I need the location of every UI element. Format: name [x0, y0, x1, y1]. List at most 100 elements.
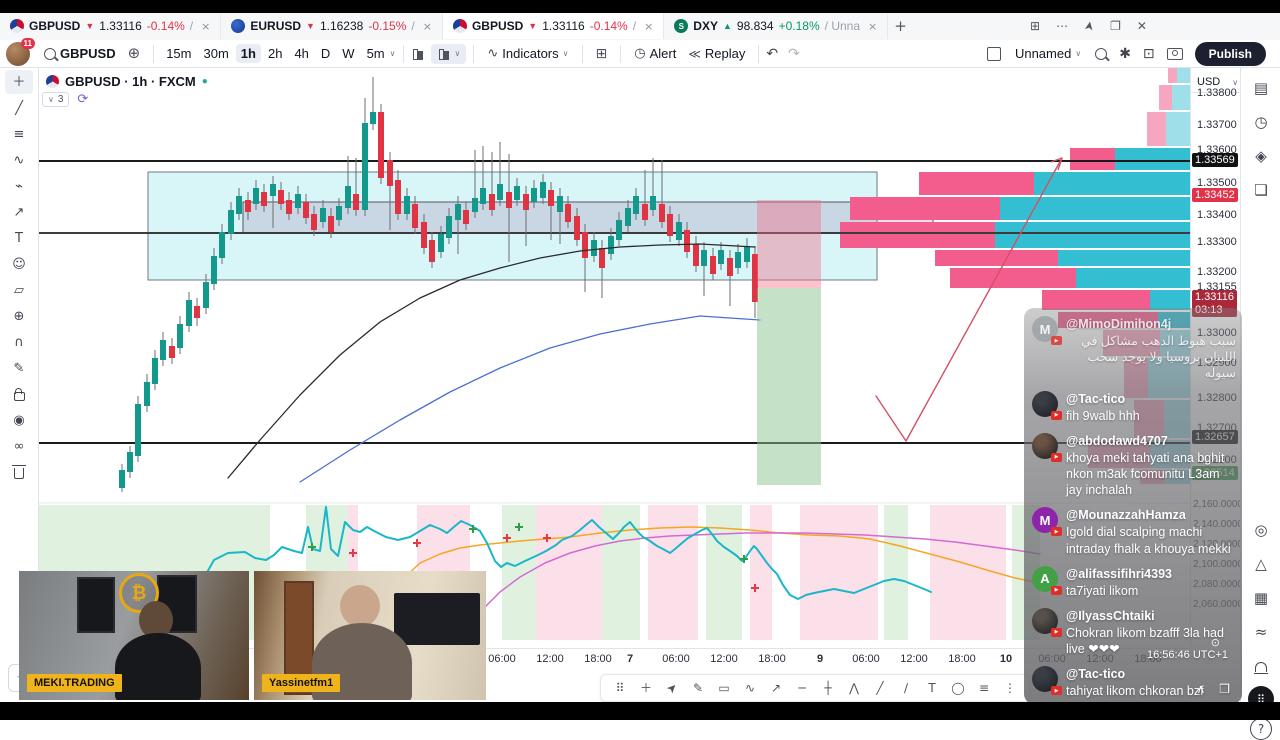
crosshair-tool[interactable]: ＋: [5, 70, 33, 94]
chat-message-body: @MounazzahHamza Igold dial scalping machi…: [1066, 507, 1236, 556]
ideas-icon[interactable]: ◎: [1247, 516, 1275, 544]
timeframe-1h[interactable]: 1h: [235, 44, 261, 63]
webcam-label: MEKI.TRADING: [27, 674, 122, 692]
cursor-icon[interactable]: ➤: [1081, 19, 1097, 33]
sync-drawings-tool[interactable]: ∞: [5, 434, 33, 458]
indicators-button[interactable]: ∿ Indicators ∨: [487, 46, 569, 61]
cursor-tool[interactable]: ➤: [661, 677, 683, 699]
help-icon[interactable]: ?: [1250, 718, 1272, 740]
tab-close-icon[interactable]: ×: [868, 19, 878, 33]
user-avatar[interactable]: 11: [6, 37, 35, 66]
zoom-in-tool[interactable]: ⊕: [5, 304, 33, 328]
more-icon[interactable]: ⋯: [1056, 19, 1069, 33]
arrow-tool[interactable]: ↗: [765, 677, 787, 699]
live-streams-icon[interactable]: ≈: [1247, 618, 1275, 646]
remove-drawings-tool[interactable]: [5, 460, 33, 484]
chart-style-icon[interactable]: [411, 47, 425, 61]
close-icon[interactable]: ✕: [1136, 19, 1147, 33]
polyline-tool[interactable]: ∿: [739, 677, 761, 699]
symbol-tab-gbpusd-2[interactable]: GBPUSD ▼ 1.33116 -0.14% / ×: [442, 13, 665, 39]
fib-extension-tool[interactable]: ⋮: [999, 677, 1021, 699]
fullscreen-icon[interactable]: ⊡: [1142, 45, 1155, 62]
xabcd-pattern-tool[interactable]: ⋀: [843, 677, 865, 699]
text-tool[interactable]: T: [5, 226, 33, 250]
timeframe-2h[interactable]: 2h: [267, 46, 283, 61]
text-tool[interactable]: T: [921, 677, 943, 699]
horizontal-line-tool[interactable]: ─: [791, 677, 813, 699]
magnet-tool[interactable]: ∩: [5, 330, 33, 354]
add-tab-button[interactable]: +: [894, 17, 907, 35]
timeframe-15m[interactable]: 15m: [166, 46, 192, 61]
drawing-mode-tool[interactable]: ✎: [5, 356, 33, 380]
save-layout-icon[interactable]: [986, 46, 1001, 61]
watchlist-icon[interactable]: ▤: [1247, 74, 1275, 102]
compare-add-button[interactable]: ⊕: [127, 44, 141, 62]
chart-canvas[interactable]: [38, 68, 1190, 648]
symbol-search[interactable]: GBPUSD: [38, 43, 122, 64]
notifications-icon[interactable]: [1247, 652, 1275, 680]
alert-button[interactable]: ◷ Alert: [634, 46, 677, 61]
chat-jump-icon[interactable]: ⊙: [1210, 636, 1220, 649]
drag-handle[interactable]: ⠿: [609, 677, 631, 699]
object-tree-icon[interactable]: ◈: [1247, 142, 1275, 170]
symbol-tab-gbpusd-0[interactable]: GBPUSD ▼ 1.33116 -0.14% / ×: [0, 13, 222, 39]
popout-icon[interactable]: ❐: [1110, 19, 1121, 33]
replay-button[interactable]: ≪ Replay: [688, 46, 746, 61]
tab-symbol: GBPUSD: [29, 19, 81, 33]
layout-grid-button[interactable]: ⊞: [595, 45, 608, 62]
chart-legend[interactable]: GBPUSD · 1h · FXCM ●: [46, 74, 208, 89]
refresh-icon[interactable]: ⟳: [77, 92, 89, 107]
search-icon: [44, 47, 56, 60]
measure-tool[interactable]: ▱: [5, 278, 33, 302]
layout-name-button[interactable]: Unnamed ∨: [1014, 46, 1082, 61]
cross-line-tool[interactable]: ┼: [817, 677, 839, 699]
timezone-clock[interactable]: 16:56:46 UTC+1: [1146, 649, 1228, 661]
chat-window-icon[interactable]: ❒: [1219, 682, 1230, 696]
chart-style-alt-button[interactable]: ∨: [430, 43, 467, 64]
rectangle-tool[interactable]: ▭: [713, 677, 735, 699]
alerts-icon[interactable]: ◷: [1247, 108, 1275, 136]
crosshair-tool-glyph: ＋: [12, 74, 26, 90]
ellipse-tool-glyph: ◯: [951, 681, 965, 695]
prediction-tool[interactable]: ⌁: [5, 174, 33, 198]
parallel-channel-tool[interactable]: ≡: [973, 677, 995, 699]
trend-line-tool[interactable]: ╱: [869, 677, 891, 699]
emoji-tool[interactable]: ☺: [5, 252, 33, 276]
timeframe-W[interactable]: W: [342, 46, 355, 61]
timeframe-5m[interactable]: 5m: [366, 46, 385, 61]
disjoint-channel-tool[interactable]: ∕: [895, 677, 917, 699]
timeframe-30m[interactable]: 30m: [203, 46, 229, 61]
live-chat-overlay[interactable]: M ▶ @MimoDimihon4j سبب هبوط الدهب مشاكل في …: [1024, 308, 1242, 704]
timeframe-4h[interactable]: 4h: [294, 46, 309, 61]
calendar-icon[interactable]: ▦: [1247, 584, 1275, 612]
undo-icon[interactable]: ↶: [766, 45, 779, 62]
lock-drawings-tool[interactable]: [5, 382, 33, 406]
timeframe-chevron-icon[interactable]: ∨: [389, 49, 396, 58]
settings-gear-icon[interactable]: ✱: [1119, 45, 1131, 62]
publish-button[interactable]: Publish: [1194, 41, 1266, 66]
timeframe-D[interactable]: D: [320, 46, 331, 61]
xabcd-pattern-tool[interactable]: ∿: [5, 148, 33, 172]
brush-tool[interactable]: ✎: [687, 677, 709, 699]
snapshot-camera-icon[interactable]: [1166, 47, 1183, 60]
quick-search-icon[interactable]: [1095, 47, 1108, 60]
tab-price: 98.834: [736, 19, 774, 33]
ellipse-tool[interactable]: ◯: [947, 677, 969, 699]
tab-close-icon[interactable]: ×: [201, 19, 211, 33]
redo-icon[interactable]: ↷: [788, 45, 800, 62]
top-movers-icon[interactable]: △: [1247, 550, 1275, 578]
tab-close-icon[interactable]: ×: [644, 19, 654, 33]
price-scale-currency[interactable]: USD ∨: [1197, 76, 1239, 88]
trend-line-tool[interactable]: ╱: [5, 96, 33, 120]
arrow-marker-tool[interactable]: ↗: [5, 200, 33, 224]
tab-close-icon[interactable]: ×: [422, 19, 432, 33]
crosshair-tool[interactable]: ＋: [635, 677, 657, 699]
hide-drawings-tool[interactable]: ◉: [5, 408, 33, 432]
multi-monitor-icon[interactable]: ⊞: [1030, 19, 1041, 33]
symbol-tab-eurusd-1[interactable]: EURUSD ▼ 1.16238 -0.15% / ×: [221, 13, 443, 39]
chat-icon[interactable]: ❏: [1247, 176, 1275, 204]
indicators-collapse-chip[interactable]: ∨ 3: [42, 92, 70, 107]
chat-collapse-icon[interactable]: ∧: [1196, 682, 1206, 696]
symbol-tab-dxy-3[interactable]: S DXY ▲ 98.834 +0.18% / Unna ×: [664, 13, 889, 39]
fib-retracement-tool[interactable]: ≡: [5, 122, 33, 146]
